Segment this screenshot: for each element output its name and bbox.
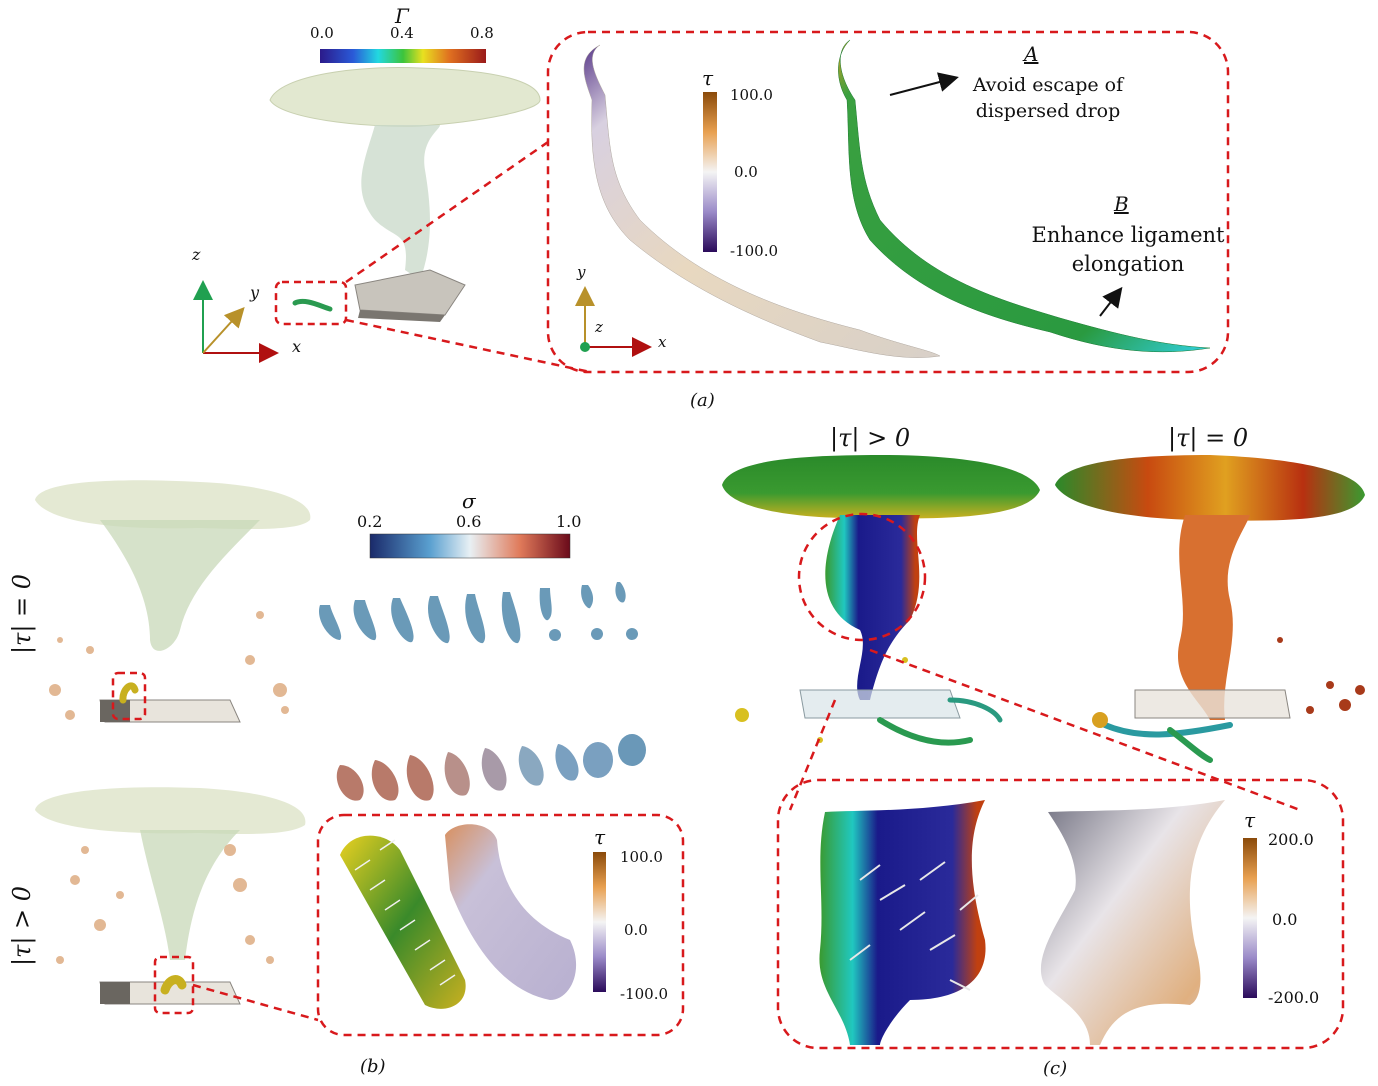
panel-c-right-title: |τ| = 0 <box>1168 424 1249 452</box>
gamma-colorbar-symbol: Γ <box>395 4 409 28</box>
sigma-tick-0: 0.2 <box>357 512 383 531</box>
annotation-a-line2: dispersed drop <box>975 100 1121 122</box>
stem-a <box>361 125 440 280</box>
zoom-circle-c <box>797 512 927 642</box>
tau-colorbar-a-symbol: τ <box>702 66 714 90</box>
gamma-colorbar <box>320 49 486 63</box>
drop-pill-tau <box>445 824 577 1000</box>
annotation-a-line1: Avoid escape of <box>972 74 1124 96</box>
ligament-green <box>838 39 1211 353</box>
tau-b-tick-1: 0.0 <box>624 921 648 939</box>
mushroom-cap-c-right <box>1055 455 1365 521</box>
mushroom-cap-c-left <box>722 455 1040 519</box>
tau-a-tick-1: 0.0 <box>734 163 758 181</box>
drop-pill-with-arrows <box>340 835 466 1009</box>
tau-b-tick-0: 100.0 <box>620 848 663 866</box>
axis-x-label: x <box>292 337 302 356</box>
panel-c-left-title: |τ| > 0 <box>830 424 911 452</box>
nozzle-block-c-left <box>799 689 961 719</box>
tau-a-tick-0: 100.0 <box>730 86 773 104</box>
panel-c-caption: (c) <box>1043 1058 1068 1079</box>
annotation-b-line1: Enhance ligament <box>1031 223 1225 247</box>
gamma-tick-1: 0.4 <box>390 24 414 42</box>
inset-box-b <box>316 813 685 1037</box>
annotation-b-letter: B <box>1114 192 1129 216</box>
sigma-tick-2: 1.0 <box>556 512 582 531</box>
nozzle-block-c-right <box>1134 689 1291 719</box>
tau-colorbar-c <box>1243 838 1257 998</box>
neck-tau <box>1040 800 1225 1045</box>
sigma-tick-1: 0.6 <box>456 512 482 531</box>
tau-b-tick-2: -100.0 <box>620 985 669 1003</box>
drops-b-top <box>49 611 289 720</box>
inset-axis-y-label: y <box>577 263 586 281</box>
axis-y-label: y <box>250 283 260 302</box>
tau-a-tick-2: -100.0 <box>730 242 779 260</box>
stem-c-left <box>825 515 920 700</box>
inset-axis-z-label: z <box>595 318 603 336</box>
zoom-box-a <box>274 280 348 326</box>
neck-with-arrows <box>819 800 986 1045</box>
panel-b-caption: (b) <box>360 1056 386 1077</box>
tau-c-tick-0: 200.0 <box>1268 830 1314 849</box>
drops-b-bottom <box>56 844 274 964</box>
gamma-tick-0: 0.0 <box>310 24 334 42</box>
ligament-grey <box>583 44 941 358</box>
annotation-a-letter: A <box>1024 42 1039 66</box>
axis-z-label: z <box>192 245 201 264</box>
nozzle-block-a <box>354 269 466 316</box>
tau-colorbar-b-symbol: τ <box>594 825 606 849</box>
inset-axis-x-label: x <box>658 333 667 351</box>
mushroom-cap-b-top <box>35 480 311 530</box>
drop-sequence-bottom <box>336 734 646 801</box>
stem-c-right <box>1177 515 1250 720</box>
inset-box-c <box>776 778 1345 1050</box>
row-label-tau-zero: |τ| = 0 <box>8 573 36 655</box>
mushroom-cap-a <box>269 67 541 127</box>
zoom-box-b-top <box>111 671 147 721</box>
gamma-tick-2: 0.8 <box>470 24 494 42</box>
panel-a-caption: (a) <box>690 390 715 411</box>
tau-colorbar-b <box>593 852 606 992</box>
row-label-tau-positive: |τ| > 0 <box>8 885 36 967</box>
tau-c-tick-2: -200.0 <box>1268 988 1320 1007</box>
tau-c-tick-1: 0.0 <box>1272 910 1298 929</box>
zoom-box-b-bottom <box>153 955 195 1015</box>
mushroom-cap-b-bottom <box>35 787 306 835</box>
sigma-colorbar-symbol: σ <box>462 489 476 513</box>
inset-box-a <box>546 30 1230 374</box>
drop-sequence-top <box>319 582 638 644</box>
sigma-colorbar <box>369 533 571 559</box>
annotation-b-line2: elongation <box>1071 252 1185 276</box>
tau-colorbar-a <box>703 92 717 252</box>
tau-colorbar-c-symbol: τ <box>1244 808 1256 832</box>
drops-c-right <box>1092 637 1365 728</box>
